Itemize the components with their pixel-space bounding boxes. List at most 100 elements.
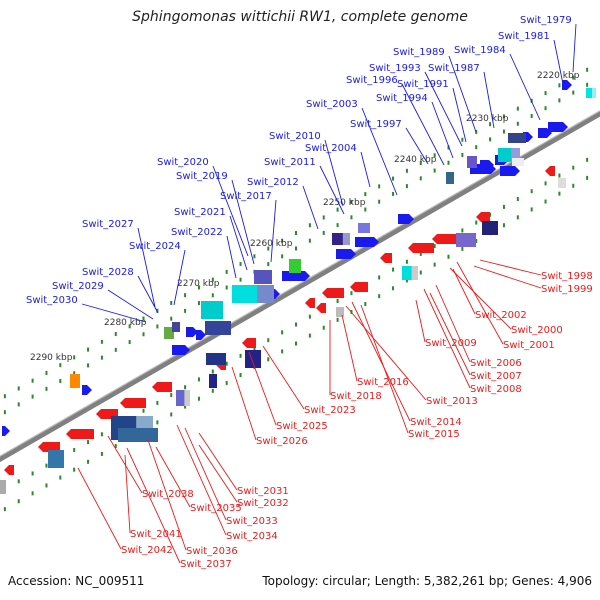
gc-dot — [364, 302, 367, 307]
gc-dot — [336, 317, 339, 322]
gc-dot — [211, 293, 214, 298]
reverse-leader-line — [184, 427, 227, 521]
gc-dot — [475, 220, 478, 225]
gc-dot — [433, 168, 436, 173]
reverse-gene-arrow — [408, 243, 434, 253]
forward-gene-arrow — [282, 271, 310, 281]
reverse-gene-arrow — [380, 253, 392, 263]
gc-dot — [475, 145, 478, 150]
gc-dot — [128, 324, 131, 329]
forward-gene-arrow — [196, 330, 206, 340]
gc-dot — [184, 293, 187, 298]
gc-dot — [475, 238, 478, 243]
forward-leader-line — [424, 71, 463, 147]
gc-dot — [100, 355, 103, 360]
reverse-leader-line — [248, 351, 277, 426]
reverse-gene-label: Swit_2001 — [503, 340, 555, 351]
feature-box — [456, 233, 476, 247]
gc-dot — [572, 75, 575, 80]
gc-dot — [114, 444, 117, 449]
feature-box — [586, 88, 596, 98]
feature-box — [245, 350, 261, 368]
forward-leader-line — [107, 289, 154, 320]
feature-box — [118, 428, 158, 442]
feature-box — [70, 374, 80, 388]
gc-dot — [59, 475, 62, 480]
gc-dot — [308, 223, 311, 228]
forward-gene-label: Swit_2028 — [82, 267, 134, 278]
gc-dot — [184, 404, 187, 409]
reverse-gene-arrow — [316, 303, 326, 313]
reverse-gene-label: Swit_2035 — [190, 503, 242, 514]
gc-dot — [225, 380, 228, 385]
forward-leader-line — [572, 23, 577, 73]
forward-gene-label: Swit_2003 — [306, 99, 358, 110]
forward-gene-label: Swit_2011 — [264, 157, 316, 168]
gc-dot — [211, 388, 214, 393]
feature-box — [206, 353, 226, 365]
gc-dot — [31, 378, 34, 383]
backbone-highlight — [0, 110, 600, 457]
reverse-gene-arrow — [242, 338, 256, 348]
gc-dot — [184, 308, 187, 313]
reverse-gene-label: Swit_2033 — [226, 516, 278, 527]
reverse-leader-line — [341, 314, 358, 382]
gc-dot — [586, 82, 589, 87]
gc-skew-dots — [3, 67, 589, 512]
reverse-gene-arrow — [545, 166, 555, 176]
leader-lines — [77, 23, 577, 564]
gc-dot — [59, 363, 62, 368]
forward-gene-label: Swit_1984 — [454, 45, 506, 56]
reverse-leader-line — [77, 467, 122, 550]
gc-dot — [31, 491, 34, 496]
reverse-gene-label: Swit_2016 — [357, 377, 409, 388]
genome-summary-label: Topology: circular; Length: 5,382,261 bp… — [262, 574, 592, 588]
forward-leader-line — [231, 179, 255, 265]
feature-layer — [0, 80, 596, 494]
gc-dot — [350, 199, 353, 204]
forward-gene-arrow — [548, 122, 568, 132]
gc-dot — [267, 357, 270, 362]
forward-gene-label: Swit_1989 — [393, 47, 445, 58]
forward-gene-label: Swit_2030 — [26, 295, 78, 306]
gc-dot — [308, 238, 311, 243]
gc-dot — [45, 463, 48, 468]
gc-dot — [17, 386, 20, 391]
gc-dot — [59, 379, 62, 384]
gc-dot — [100, 339, 103, 344]
feature-box — [48, 450, 64, 468]
gc-dot — [516, 215, 519, 220]
gc-dot — [31, 471, 34, 476]
gc-dot — [114, 347, 117, 352]
gc-dot — [544, 106, 547, 111]
reverse-leader-line — [473, 265, 542, 289]
gc-dot — [87, 459, 90, 464]
feature-box — [201, 301, 223, 319]
gc-dot — [530, 207, 533, 212]
forward-gene-label: Swit_2020 — [157, 157, 209, 168]
reverse-leader-line — [456, 261, 504, 345]
reverse-leader-line — [107, 435, 143, 494]
reverse-leader-line — [126, 447, 181, 564]
gc-dot — [45, 386, 48, 391]
ruler-label: 2270 kbp — [177, 279, 220, 289]
ruler-layer: 2220 kbp 2230 kbp 2240 kbp 2250 kbp 2260 kbp… — [30, 71, 580, 363]
gc-dot — [572, 165, 575, 170]
feature-box — [467, 156, 477, 168]
gc-dot — [530, 189, 533, 194]
gc-dot — [225, 269, 228, 274]
forward-gene-arrow — [336, 249, 356, 259]
ruler-label: 2230 kbp — [466, 114, 509, 124]
gc-dot — [516, 121, 519, 126]
gc-dot — [197, 285, 200, 290]
reverse-leader-line — [423, 288, 471, 389]
feature-box-shade — [184, 390, 190, 406]
reverse-gene-label: Swit_2036 — [186, 546, 238, 557]
gc-dot — [433, 244, 436, 249]
reverse-leader-line — [155, 446, 191, 508]
gc-dot — [142, 332, 145, 337]
gc-dot — [461, 246, 464, 251]
reverse-leader-line — [429, 292, 471, 376]
gc-dot — [419, 270, 422, 275]
feature-box — [558, 178, 566, 188]
